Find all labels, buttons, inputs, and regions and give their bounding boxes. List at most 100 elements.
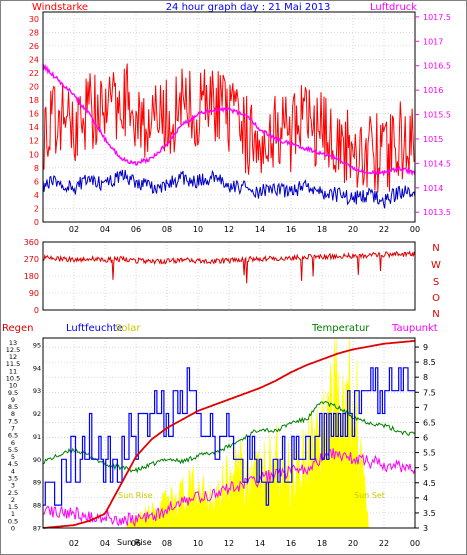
wind-tick-label: 18: [29, 96, 39, 105]
wind-x-tick-label: 02: [69, 225, 79, 234]
wind-tick-label: 14: [29, 123, 39, 132]
wind-tick-label: 20: [29, 83, 39, 92]
rain-tick-label: 9: [11, 396, 15, 404]
rain-tick-label: 8.5: [8, 403, 18, 411]
wind-direction-series-line: [42, 250, 416, 284]
rain-x-tick-label: 02: [69, 539, 79, 548]
rain-tick-label: 6.5: [8, 432, 18, 440]
pressure-label: Luftdruck: [370, 2, 417, 13]
pressure-tick-label: 1017.5: [423, 13, 451, 22]
solar-label: Solar: [115, 323, 141, 334]
humidity-tick-label: 95: [33, 341, 41, 349]
rain-x-tick-label: 04: [100, 539, 110, 548]
temp-tick-label: 8.5: [423, 358, 436, 367]
avg-wind-series-line: [42, 169, 416, 209]
wind-x-tick-label: 18: [317, 225, 327, 234]
wind-tick-label: 30: [29, 15, 39, 24]
rain-x-tick-label: 06: [131, 539, 141, 548]
rain-x-tick-label: 10: [193, 539, 203, 548]
rain-tick-label: 3: [11, 482, 15, 490]
wind-tick-label: 12: [29, 137, 39, 146]
dewpoint-series-line: [42, 448, 416, 528]
temp-tick-label: 9: [423, 343, 428, 352]
sunset-label: Sun Set: [354, 491, 385, 500]
rain-panel-frame: [42, 337, 416, 529]
wind-panel-frame: [42, 11, 416, 223]
wind-x-tick-label: 04: [100, 225, 110, 234]
pressure-tick-label: 1014.5: [423, 159, 451, 168]
rain-tick-label: 12: [9, 353, 17, 361]
pressure-series-line: [42, 63, 416, 177]
rain-x-tick-label: 22: [379, 539, 389, 548]
temp-tick-label: 5: [423, 464, 428, 473]
humidity-series-line: [43, 367, 415, 506]
rain-label: Regen: [2, 323, 34, 334]
rain-x-tick-label: 00: [410, 539, 420, 548]
pressure-tick-label: 1015.5: [423, 111, 451, 120]
rain-tick-label: 0.5: [8, 517, 18, 525]
direction-panel-series: [42, 250, 416, 284]
wind-tick-label: 4: [34, 191, 39, 200]
gust-series-line: [42, 63, 416, 193]
direction-compass-label: N: [432, 243, 439, 254]
rain-tick-label: 3.5: [8, 475, 18, 483]
pressure-tick-label: 1013.5: [423, 208, 451, 217]
rain-tick-label: 6: [11, 439, 15, 447]
temp-tick-label: 7: [423, 403, 428, 412]
rain-tick-label: 10.5: [6, 375, 20, 383]
rain-tick-label: 7: [11, 425, 15, 433]
direction-panel-frame: [42, 241, 416, 311]
pressure-tick-label: 1017: [423, 37, 443, 46]
humidity-tick-label: 94: [33, 364, 41, 372]
humidity-tick-label: 88: [33, 502, 41, 510]
wind-tick-label: 2: [34, 204, 39, 213]
wind-tick-label: 6: [34, 177, 39, 186]
temp-tick-label: 4.5: [423, 479, 436, 488]
solar-series-area: [126, 337, 374, 529]
pressure-tick-label: 1016.5: [423, 62, 451, 71]
temp-tick-label: 8: [423, 373, 428, 382]
direction-compass-label: S: [433, 277, 439, 288]
rain-series-line: [42, 340, 416, 529]
rain-x-tick-label: 20: [348, 539, 358, 548]
pressure-tick-label: 1015: [423, 135, 443, 144]
direction-compass-label: N: [432, 309, 439, 320]
wind-tick-label: 8: [34, 164, 39, 173]
rain-tick-label: 7.5: [8, 417, 18, 425]
direction-tick-label: 270: [24, 255, 39, 264]
temp-tick-label: 5.5: [423, 449, 436, 458]
rain-tick-label: 4: [11, 467, 15, 475]
rain-tick-label: 12.5: [6, 346, 20, 354]
rain-x-tick-label: 14: [255, 539, 265, 548]
wind-x-tick-label: 22: [379, 225, 389, 234]
wind-panel-axes: 0246810121416182022242628301013.51014101…: [29, 13, 451, 234]
sunrise-axis-label: Sun Rise: [117, 538, 152, 547]
rain-tick-label: 4.5: [8, 460, 18, 468]
wind-x-tick-label: 16: [286, 225, 296, 234]
wind-x-tick-label: 00: [410, 225, 420, 234]
rain-tick-label: 2.5: [8, 489, 18, 497]
rain-x-tick-label: 16: [286, 539, 296, 548]
temp-tick-label: 3.5: [423, 509, 436, 518]
humidity-tick-label: 90: [33, 456, 41, 464]
wind-x-tick-label: 10: [193, 225, 203, 234]
rain-tick-label: 5: [11, 453, 15, 461]
direction-tick-label: 90: [29, 289, 39, 298]
wind-x-tick-label: 06: [131, 225, 141, 234]
direction-compass-label: O: [432, 293, 440, 304]
wind-tick-label: 10: [29, 150, 39, 159]
chart-title: 24 hour graph day : 21 Mai 2013: [166, 2, 331, 13]
pressure-tick-label: 1016: [423, 86, 443, 95]
wind-label: Windstarke: [32, 2, 88, 13]
temp-tick-label: 4: [423, 494, 428, 503]
wind-x-tick-label: 08: [162, 225, 172, 234]
humidity-label: Luftfeuchte: [66, 323, 123, 334]
pressure-tick-label: 1014: [423, 184, 443, 193]
wind-tick-label: 26: [29, 42, 39, 51]
rain-tick-label: 2: [11, 496, 15, 504]
wind-tick-label: 24: [29, 55, 39, 64]
rain-tick-label: 1.5: [8, 503, 18, 511]
